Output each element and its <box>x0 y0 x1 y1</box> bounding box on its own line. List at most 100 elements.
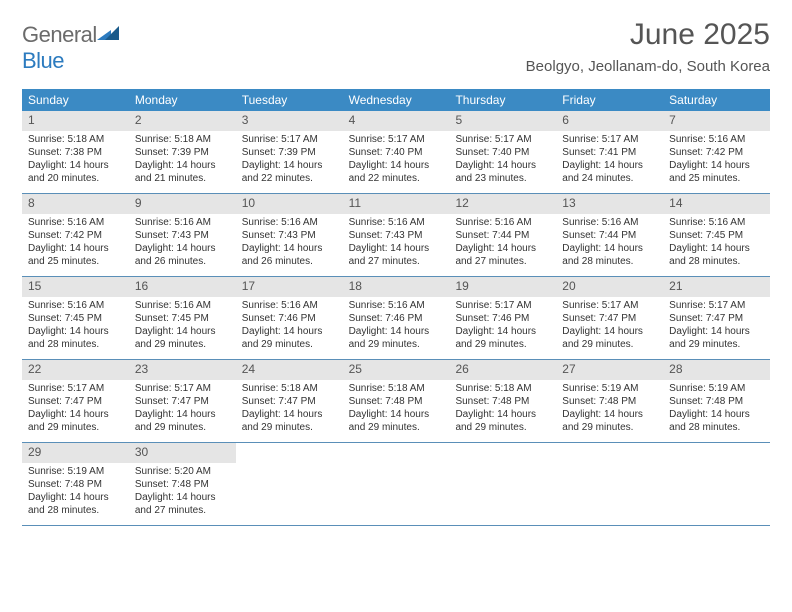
sunset-text: Sunset: 7:42 PM <box>669 146 764 159</box>
day-cell: 6Sunrise: 5:17 AMSunset: 7:41 PMDaylight… <box>556 111 663 193</box>
day-cell: 30Sunrise: 5:20 AMSunset: 7:48 PMDayligh… <box>129 443 236 525</box>
sunrise-text: Sunrise: 5:16 AM <box>135 299 230 312</box>
day-cell: 16Sunrise: 5:16 AMSunset: 7:45 PMDayligh… <box>129 277 236 359</box>
week-row: 1Sunrise: 5:18 AMSunset: 7:38 PMDaylight… <box>22 111 770 194</box>
day-number: 13 <box>556 194 663 214</box>
day-cell: 10Sunrise: 5:16 AMSunset: 7:43 PMDayligh… <box>236 194 343 276</box>
sunrise-text: Sunrise: 5:16 AM <box>135 216 230 229</box>
sunset-text: Sunset: 7:45 PM <box>669 229 764 242</box>
day-cell: 2Sunrise: 5:18 AMSunset: 7:39 PMDaylight… <box>129 111 236 193</box>
day-number: 27 <box>556 360 663 380</box>
day-cell: 19Sunrise: 5:17 AMSunset: 7:46 PMDayligh… <box>449 277 556 359</box>
daylight-text: Daylight: 14 hours <box>562 408 657 421</box>
day-body: Sunrise: 5:16 AMSunset: 7:42 PMDaylight:… <box>663 131 770 189</box>
daylight-text: Daylight: 14 hours <box>28 159 123 172</box>
logo-text-blue: Blue <box>22 48 64 73</box>
sunset-text: Sunset: 7:40 PM <box>349 146 444 159</box>
sunset-text: Sunset: 7:45 PM <box>135 312 230 325</box>
sunset-text: Sunset: 7:40 PM <box>455 146 550 159</box>
day-cell: 14Sunrise: 5:16 AMSunset: 7:45 PMDayligh… <box>663 194 770 276</box>
day-number: 26 <box>449 360 556 380</box>
daylight-text: Daylight: 14 hours <box>455 408 550 421</box>
daylight-text: and 28 minutes. <box>562 255 657 268</box>
daylight-text: Daylight: 14 hours <box>28 408 123 421</box>
day-number: 10 <box>236 194 343 214</box>
sunset-text: Sunset: 7:47 PM <box>135 395 230 408</box>
sunset-text: Sunset: 7:47 PM <box>242 395 337 408</box>
daylight-text: Daylight: 14 hours <box>669 159 764 172</box>
day-number: 23 <box>129 360 236 380</box>
sunrise-text: Sunrise: 5:16 AM <box>349 216 444 229</box>
empty-cell <box>663 443 770 525</box>
daylight-text: and 29 minutes. <box>455 338 550 351</box>
sunrise-text: Sunrise: 5:16 AM <box>28 216 123 229</box>
daylight-text: and 28 minutes. <box>669 255 764 268</box>
sunrise-text: Sunrise: 5:18 AM <box>28 133 123 146</box>
day-cell: 22Sunrise: 5:17 AMSunset: 7:47 PMDayligh… <box>22 360 129 442</box>
day-body: Sunrise: 5:16 AMSunset: 7:43 PMDaylight:… <box>343 214 450 272</box>
day-cell: 28Sunrise: 5:19 AMSunset: 7:48 PMDayligh… <box>663 360 770 442</box>
sunrise-text: Sunrise: 5:18 AM <box>242 382 337 395</box>
day-number: 17 <box>236 277 343 297</box>
day-number: 1 <box>22 111 129 131</box>
empty-cell <box>236 443 343 525</box>
sunset-text: Sunset: 7:48 PM <box>455 395 550 408</box>
week-row: 15Sunrise: 5:16 AMSunset: 7:45 PMDayligh… <box>22 277 770 360</box>
daylight-text: and 20 minutes. <box>28 172 123 185</box>
sunrise-text: Sunrise: 5:17 AM <box>135 382 230 395</box>
sunrise-text: Sunrise: 5:16 AM <box>28 299 123 312</box>
day-number: 2 <box>129 111 236 131</box>
sunset-text: Sunset: 7:39 PM <box>135 146 230 159</box>
daylight-text: Daylight: 14 hours <box>669 408 764 421</box>
daylight-text: and 25 minutes. <box>28 255 123 268</box>
day-body: Sunrise: 5:16 AMSunset: 7:42 PMDaylight:… <box>22 214 129 272</box>
day-body: Sunrise: 5:16 AMSunset: 7:45 PMDaylight:… <box>129 297 236 355</box>
day-body: Sunrise: 5:16 AMSunset: 7:46 PMDaylight:… <box>343 297 450 355</box>
sunrise-text: Sunrise: 5:19 AM <box>669 382 764 395</box>
day-cell: 1Sunrise: 5:18 AMSunset: 7:38 PMDaylight… <box>22 111 129 193</box>
sunrise-text: Sunrise: 5:16 AM <box>242 299 337 312</box>
sunset-text: Sunset: 7:46 PM <box>455 312 550 325</box>
sunrise-text: Sunrise: 5:17 AM <box>562 299 657 312</box>
day-number: 19 <box>449 277 556 297</box>
sunrise-text: Sunrise: 5:18 AM <box>135 133 230 146</box>
daylight-text: Daylight: 14 hours <box>242 159 337 172</box>
daylight-text: and 27 minutes. <box>455 255 550 268</box>
daylight-text: and 26 minutes. <box>242 255 337 268</box>
day-body: Sunrise: 5:18 AMSunset: 7:48 PMDaylight:… <box>449 380 556 438</box>
day-body: Sunrise: 5:17 AMSunset: 7:47 PMDaylight:… <box>556 297 663 355</box>
day-body: Sunrise: 5:17 AMSunset: 7:41 PMDaylight:… <box>556 131 663 189</box>
sunset-text: Sunset: 7:48 PM <box>562 395 657 408</box>
day-body: Sunrise: 5:16 AMSunset: 7:44 PMDaylight:… <box>449 214 556 272</box>
day-number: 15 <box>22 277 129 297</box>
flag-icon <box>97 26 119 42</box>
daylight-text: and 29 minutes. <box>28 421 123 434</box>
title-block: June 2025 Beolgyo, Jeollanam-do, South K… <box>526 18 770 75</box>
day-number: 30 <box>129 443 236 463</box>
sunset-text: Sunset: 7:48 PM <box>349 395 444 408</box>
sunrise-text: Sunrise: 5:19 AM <box>28 465 123 478</box>
sunset-text: Sunset: 7:47 PM <box>669 312 764 325</box>
day-number: 20 <box>556 277 663 297</box>
day-body: Sunrise: 5:20 AMSunset: 7:48 PMDaylight:… <box>129 463 236 521</box>
sunset-text: Sunset: 7:47 PM <box>562 312 657 325</box>
daylight-text: Daylight: 14 hours <box>455 242 550 255</box>
day-number: 25 <box>343 360 450 380</box>
sunset-text: Sunset: 7:46 PM <box>349 312 444 325</box>
daylight-text: and 27 minutes. <box>135 504 230 517</box>
daylight-text: Daylight: 14 hours <box>669 242 764 255</box>
day-body: Sunrise: 5:16 AMSunset: 7:43 PMDaylight:… <box>129 214 236 272</box>
daylight-text: Daylight: 14 hours <box>455 325 550 338</box>
sunrise-text: Sunrise: 5:17 AM <box>455 133 550 146</box>
day-number: 7 <box>663 111 770 131</box>
day-number: 5 <box>449 111 556 131</box>
daylight-text: Daylight: 14 hours <box>349 325 444 338</box>
daylight-text: and 29 minutes. <box>349 421 444 434</box>
day-body: Sunrise: 5:17 AMSunset: 7:47 PMDaylight:… <box>663 297 770 355</box>
logo: General Blue <box>22 22 119 74</box>
daylight-text: Daylight: 14 hours <box>455 159 550 172</box>
logo-text: General Blue <box>22 22 119 74</box>
daylight-text: and 29 minutes. <box>135 421 230 434</box>
page-title: June 2025 <box>526 18 770 52</box>
day-number: 11 <box>343 194 450 214</box>
